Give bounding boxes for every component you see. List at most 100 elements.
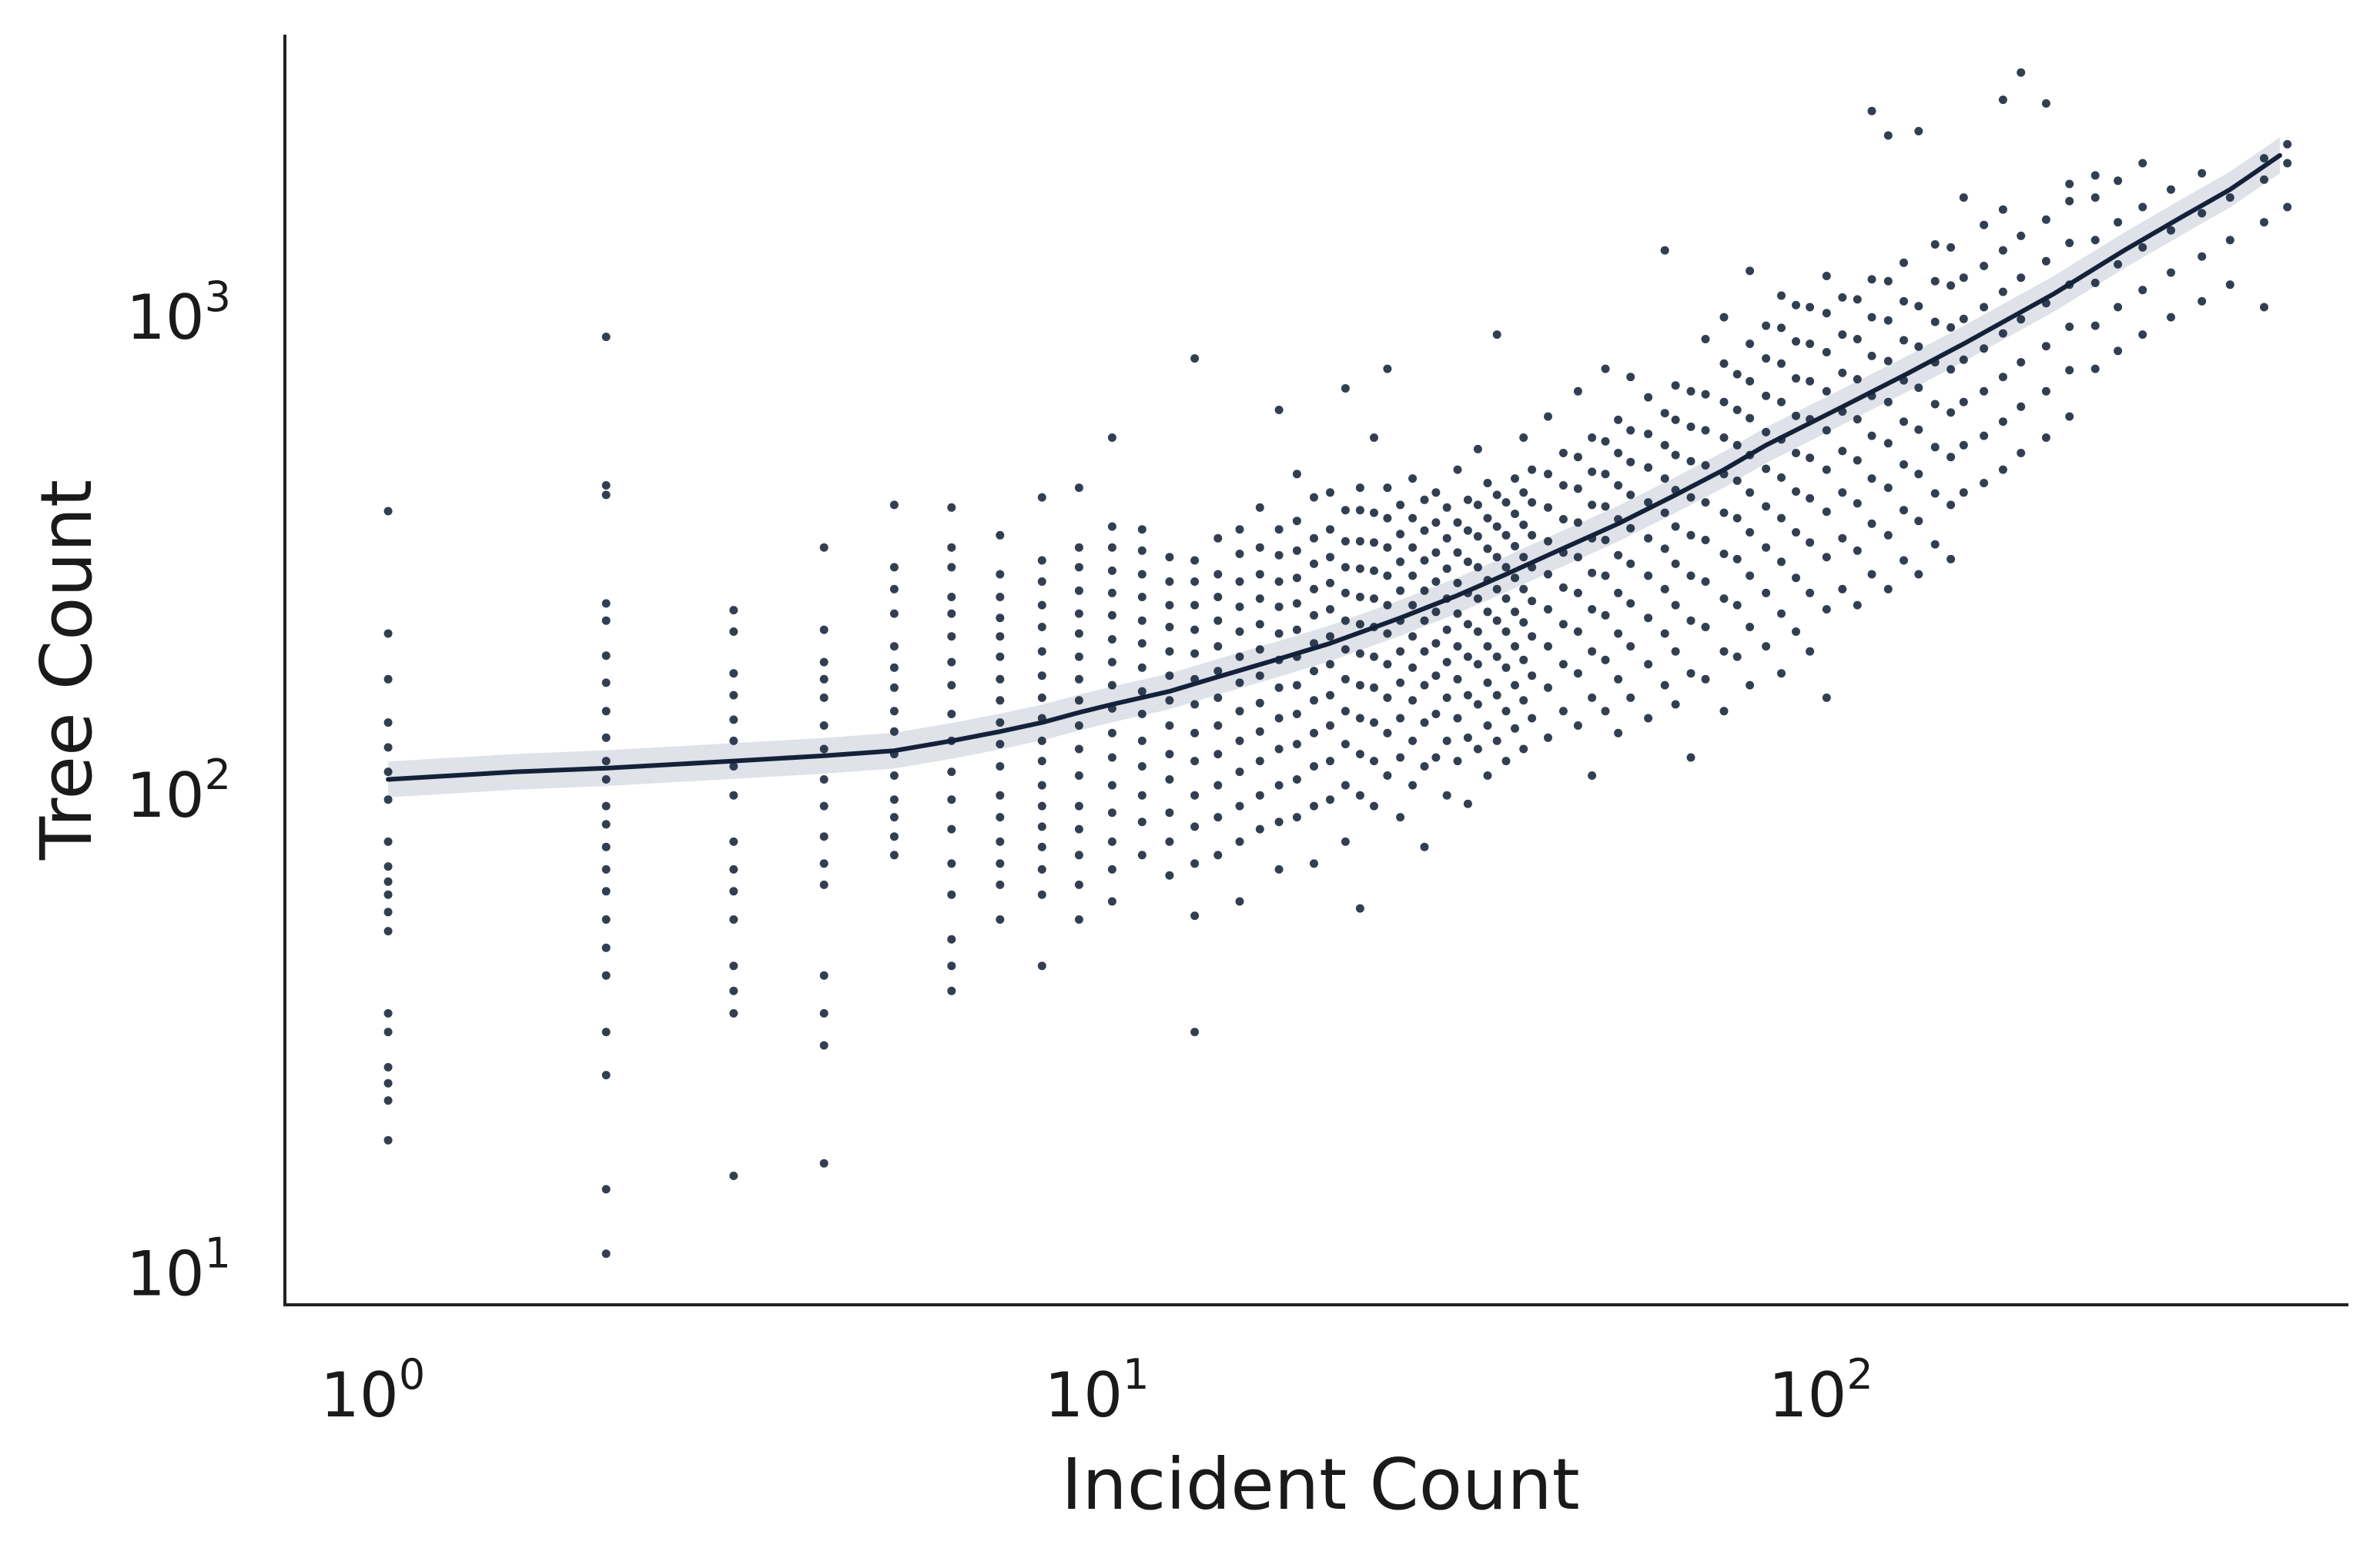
data-point — [1396, 813, 1405, 822]
data-point — [996, 837, 1005, 846]
data-point — [1732, 554, 1742, 563]
data-point — [1408, 736, 1418, 745]
data-point — [729, 837, 738, 846]
data-point — [1686, 753, 1695, 762]
data-point — [996, 718, 1005, 727]
data-point — [1341, 384, 1350, 393]
data-point — [996, 740, 1005, 749]
data-point — [947, 767, 956, 777]
data-point — [819, 832, 828, 841]
data-point — [1355, 750, 1364, 759]
data-point — [2017, 449, 2026, 457]
data-point — [1292, 599, 1301, 608]
data-point — [1107, 522, 1116, 531]
data-point — [1822, 348, 1831, 356]
data-point — [1310, 610, 1318, 620]
trend-line — [386, 152, 2282, 782]
data-point — [1492, 691, 1501, 700]
data-point — [1588, 647, 1597, 656]
data-point — [1165, 721, 1174, 730]
data-point — [1822, 272, 1831, 280]
data-point — [1959, 314, 1968, 323]
data-point — [601, 490, 611, 500]
data-point — [1501, 627, 1511, 636]
data-point — [1255, 671, 1264, 681]
data-point — [1341, 837, 1350, 846]
data-point — [2065, 412, 2074, 421]
data-point — [1511, 607, 1519, 617]
scatter-points — [383, 68, 2292, 1259]
data-point — [1528, 671, 1537, 681]
data-point — [1762, 321, 1771, 330]
data-point — [1431, 639, 1441, 648]
data-point — [1310, 493, 1318, 502]
data-point — [1660, 246, 1669, 255]
data-point — [1213, 533, 1223, 543]
data-point — [1190, 757, 1200, 766]
data-point — [1420, 842, 1429, 851]
data-point — [1732, 513, 1742, 523]
data-point — [2090, 321, 2100, 330]
data-point — [1544, 605, 1552, 614]
data-point — [1822, 507, 1831, 517]
data-point — [1107, 433, 1116, 442]
data-point — [1213, 750, 1223, 759]
data-point — [729, 669, 738, 678]
data-point — [1137, 663, 1146, 672]
data-point — [889, 851, 899, 860]
data-point — [1107, 808, 1116, 818]
data-point — [889, 771, 899, 780]
data-point — [1601, 571, 1610, 580]
data-point — [1463, 620, 1472, 629]
data-point — [2138, 242, 2147, 252]
data-point — [1107, 635, 1116, 644]
data-point — [1255, 791, 1264, 800]
data-point — [1614, 728, 1623, 737]
data-point — [1326, 578, 1334, 587]
data-point — [1883, 276, 1893, 286]
data-point — [1762, 354, 1771, 363]
data-point — [1037, 493, 1046, 502]
data-point — [2167, 226, 2175, 235]
data-point — [947, 890, 956, 899]
data-point — [1626, 457, 1635, 466]
data-point — [1614, 481, 1623, 490]
data-point — [1671, 700, 1680, 709]
data-point — [1777, 291, 1786, 300]
data-point — [1701, 623, 1710, 631]
data-point — [819, 1159, 828, 1168]
data-point — [1980, 431, 1989, 440]
data-point — [1998, 417, 2007, 426]
data-point — [1573, 627, 1582, 636]
data-point — [1213, 781, 1223, 790]
data-point — [1806, 303, 1815, 312]
data-point — [1671, 647, 1680, 656]
data-point — [1383, 728, 1392, 737]
data-point — [2017, 402, 2026, 411]
data-point — [1370, 538, 1378, 547]
data-point — [1137, 736, 1146, 745]
data-point — [1235, 627, 1244, 636]
data-point — [1686, 571, 1695, 580]
data-point — [819, 543, 828, 552]
data-point — [1037, 556, 1046, 565]
data-point — [996, 632, 1005, 641]
data-point — [1900, 460, 1908, 469]
data-point — [1274, 406, 1284, 414]
data-point — [1483, 721, 1492, 730]
data-point — [1396, 530, 1405, 539]
data-point — [1930, 540, 1940, 549]
data-point — [1190, 728, 1200, 737]
data-point — [1883, 530, 1893, 540]
data-point — [947, 632, 956, 641]
data-point — [1107, 753, 1116, 762]
data-point — [1792, 337, 1800, 346]
data-point — [1822, 465, 1831, 474]
data-point — [1473, 744, 1482, 754]
data-point — [1519, 488, 1528, 497]
data-point — [1326, 721, 1334, 730]
data-point — [1442, 564, 1451, 573]
data-point — [1037, 736, 1046, 745]
data-point — [1867, 313, 1876, 322]
data-point — [2041, 433, 2050, 442]
